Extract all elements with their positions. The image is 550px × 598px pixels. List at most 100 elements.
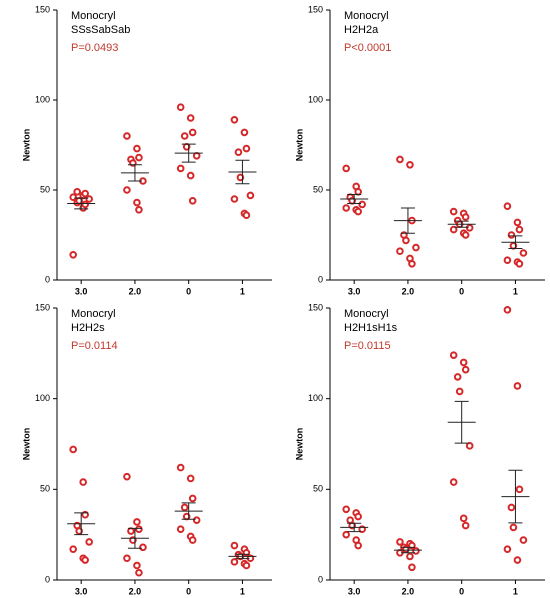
data-point [186, 114, 195, 122]
y-tick-label: 100 [308, 393, 323, 403]
data-point [461, 231, 470, 239]
y-tick-label: 0 [318, 274, 323, 284]
x-tick-label: 1 [513, 286, 518, 296]
data-point [133, 144, 141, 153]
panel-title: Monocryl [71, 308, 116, 320]
data-point [85, 195, 93, 203]
panel-title: Monocryl [344, 10, 389, 22]
panel-subtitle: H2H1sH1s [344, 322, 398, 334]
data-point [186, 474, 195, 483]
data-point [449, 478, 458, 486]
y-tick-label: 50 [313, 184, 323, 194]
data-point [123, 554, 131, 563]
y-axis-label: Newton [294, 428, 304, 461]
data-point [69, 251, 77, 259]
data-point [242, 211, 251, 219]
error-bar [181, 502, 196, 520]
x-tick-label: 1 [240, 586, 245, 596]
error-bar [235, 159, 250, 185]
panel-subtitle: H2H2a [344, 24, 379, 36]
data-point [513, 218, 522, 227]
data-point [139, 543, 147, 552]
data-point [519, 536, 528, 544]
data-point [73, 188, 81, 196]
panel: 0 50 100 150 Newton Monocryl SSsSabSab P=0.0493… [21, 4, 272, 296]
p-value: P=0.0114 [71, 340, 118, 352]
data-point [188, 128, 197, 137]
data-point [342, 164, 350, 173]
data-point [449, 225, 458, 234]
data-point [69, 545, 77, 553]
data-point [358, 200, 366, 209]
data-point [342, 530, 350, 539]
data-point [242, 561, 251, 570]
data-point [354, 541, 362, 550]
data-point [133, 561, 141, 570]
panel: 0 50 100 150 Newton Monocryl H2H1sH1s P=0.0115 3… [294, 302, 545, 596]
data-point [230, 541, 239, 550]
data-point [342, 505, 350, 514]
error-bar [400, 207, 415, 234]
data-point [465, 442, 474, 450]
p-value: P=0.0115 [344, 340, 391, 352]
x-tick-label: 0 [186, 286, 191, 296]
data-point [461, 213, 470, 221]
x-tick-label: 0 [186, 586, 191, 596]
data-point [176, 463, 185, 472]
data-point [515, 225, 524, 234]
data-point [240, 128, 249, 137]
y-tick-label: 150 [308, 4, 323, 14]
p-value: P<0.0001 [344, 42, 391, 54]
data-point [69, 193, 77, 201]
error-bar [508, 469, 523, 524]
data-point [412, 243, 420, 252]
data-point [503, 545, 512, 553]
data-point [85, 538, 93, 546]
data-point [192, 152, 201, 160]
data-point [513, 382, 522, 390]
data-point [176, 525, 185, 534]
data-point [396, 538, 404, 546]
y-tick-label: 150 [35, 4, 50, 14]
data-point [515, 260, 524, 268]
data-point [230, 195, 239, 203]
data-point [507, 503, 516, 512]
data-point [69, 445, 77, 454]
data-point [408, 260, 416, 268]
y-tick-label: 0 [45, 274, 50, 284]
y-tick-label: 50 [40, 484, 50, 494]
data-point [503, 306, 512, 314]
data-point [123, 186, 131, 194]
data-point [176, 164, 185, 173]
data-point [509, 523, 518, 532]
x-tick-label: 2.0 [402, 586, 415, 596]
x-tick-label: 1 [513, 586, 518, 596]
data-point [242, 144, 251, 153]
error-bar [181, 143, 196, 163]
data-point [75, 527, 83, 535]
data-point [459, 358, 468, 367]
data-point [519, 249, 528, 257]
panel-title: Monocryl [344, 308, 389, 320]
data-point [180, 132, 189, 140]
data-point [246, 191, 255, 200]
y-axis-label: Newton [21, 428, 31, 461]
error-bar [454, 400, 469, 444]
p-value: P=0.0493 [71, 42, 118, 54]
x-tick-label: 3.0 [348, 586, 361, 596]
data-point [342, 204, 350, 212]
y-tick-label: 0 [318, 574, 323, 584]
x-tick-label: 3.0 [75, 586, 88, 596]
data-point [135, 153, 143, 162]
data-point [188, 197, 197, 205]
data-point [242, 549, 251, 557]
data-point [406, 161, 414, 169]
data-point [79, 478, 87, 486]
data-point [234, 148, 243, 156]
data-point [455, 387, 464, 396]
y-tick-label: 0 [45, 574, 50, 584]
data-point [230, 558, 239, 566]
data-point [515, 485, 524, 494]
data-point [133, 198, 141, 207]
